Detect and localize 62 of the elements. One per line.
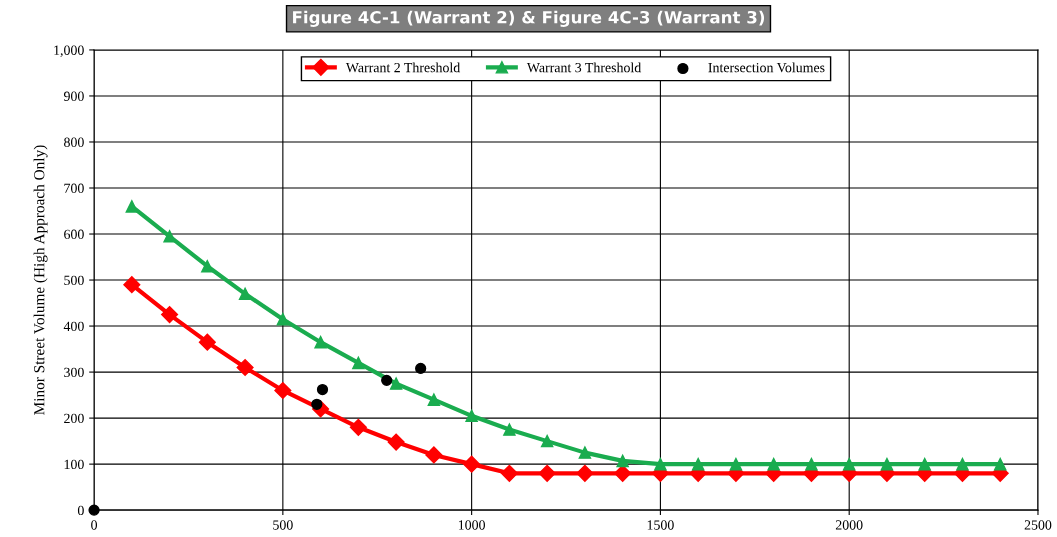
point	[842, 457, 856, 471]
y-tick-label: 900	[63, 91, 84, 101]
x-tick-label: 1500	[647, 520, 674, 530]
point	[415, 362, 427, 375]
y-tick-label: 800	[64, 137, 84, 147]
point	[918, 457, 931, 471]
legend-label: Warrant 2 Threshold	[345, 62, 461, 73]
point	[578, 446, 592, 459]
point	[767, 457, 780, 471]
legend-label: Intersection Volumes	[708, 62, 825, 73]
point	[880, 457, 894, 471]
y-tick-label: 400	[63, 321, 84, 332]
point	[236, 358, 254, 377]
point	[238, 287, 252, 301]
x-tick-label: 1000	[458, 520, 485, 530]
legend-label: Warrant 3 Threshold	[526, 62, 642, 73]
point	[123, 276, 141, 294]
point	[389, 377, 403, 390]
y-tick-label: 1,000	[54, 45, 84, 57]
point	[465, 409, 478, 423]
y-tick-label: 600	[64, 229, 84, 239]
y-tick-label: 0	[77, 505, 84, 516]
point	[805, 457, 818, 471]
point	[463, 455, 481, 473]
point	[993, 457, 1007, 471]
chart-title: Figure 4C-1 (Warrant 2) & Figure 4C-3 (Warrant 3)	[293, 10, 765, 27]
y-tick-label: 300	[64, 367, 84, 378]
point	[427, 393, 441, 406]
y-tick-label: 500	[64, 275, 84, 285]
point	[274, 381, 292, 400]
point	[387, 433, 405, 451]
x-tick-label: 2500	[1024, 520, 1052, 530]
point	[198, 333, 216, 351]
point	[500, 464, 518, 482]
point	[276, 312, 290, 326]
point	[201, 259, 214, 273]
point	[538, 464, 556, 482]
point	[654, 457, 667, 471]
x-tick-label: 2000	[835, 520, 863, 530]
x-tick-label: 0	[91, 520, 98, 530]
point	[381, 374, 393, 386]
point	[616, 454, 629, 468]
point	[161, 306, 179, 324]
point	[163, 230, 176, 243]
point	[316, 383, 329, 396]
point	[691, 457, 705, 471]
y-axis-title: Minor Street Volume (High Approach Only)	[33, 145, 48, 415]
point	[729, 457, 743, 471]
point	[88, 504, 100, 516]
point	[576, 464, 594, 482]
point	[349, 418, 367, 436]
y-tick-label: 200	[64, 413, 84, 424]
point	[425, 446, 443, 464]
y-tick-label: 100	[64, 459, 84, 470]
point	[314, 335, 327, 349]
point	[540, 434, 554, 448]
point	[956, 457, 969, 471]
point	[503, 423, 516, 436]
point	[125, 200, 139, 213]
x-tick-label: 500	[273, 520, 293, 530]
point	[352, 356, 365, 370]
y-tick-label: 700	[64, 183, 84, 193]
